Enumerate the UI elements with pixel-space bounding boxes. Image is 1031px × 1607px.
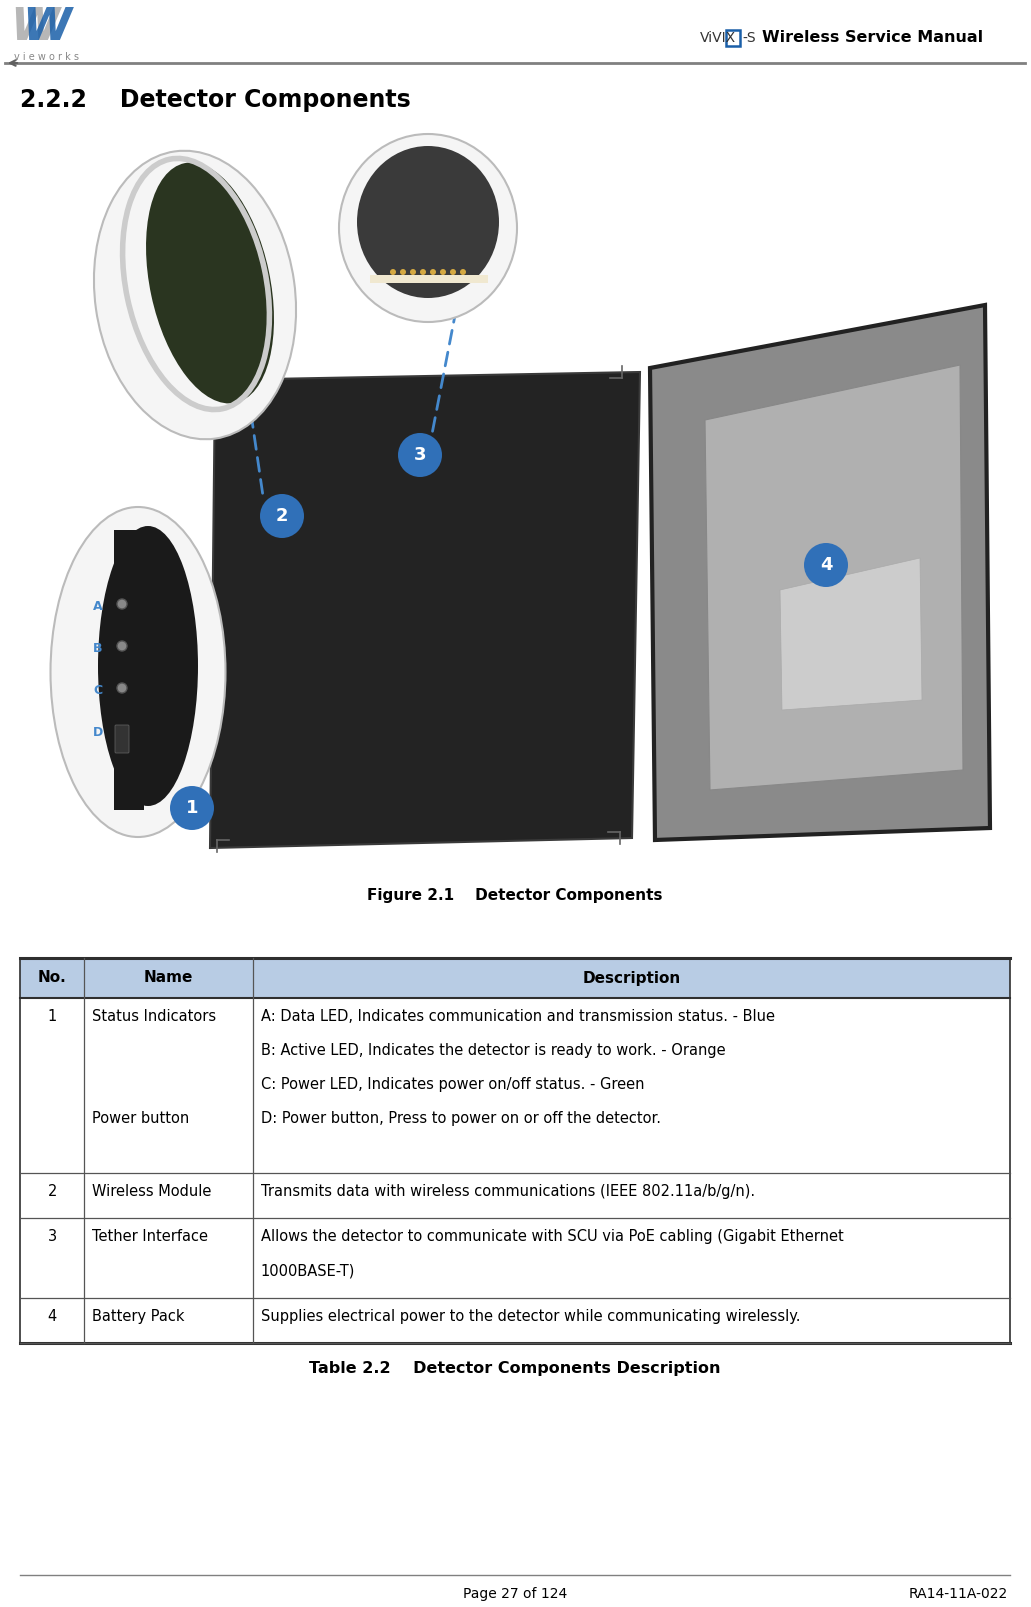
Ellipse shape: [51, 506, 226, 837]
Text: 2: 2: [47, 1184, 57, 1199]
Text: Table 2.2    Detector Components Description: Table 2.2 Detector Components Descriptio…: [309, 1361, 721, 1376]
Text: 3: 3: [413, 447, 426, 464]
Text: Name: Name: [143, 971, 193, 985]
Bar: [20, 998, 1010, 1173]
Circle shape: [398, 432, 442, 477]
Text: Status Indicators: Status Indicators: [93, 1009, 217, 1024]
Circle shape: [117, 683, 127, 693]
Polygon shape: [650, 305, 990, 840]
Text: 1: 1: [186, 799, 198, 816]
Text: Allows the detector to communicate with SCU via PoE cabling (Gigabit Ethernet: Allows the detector to communicate with …: [261, 1229, 843, 1244]
Circle shape: [440, 268, 446, 275]
Circle shape: [430, 268, 436, 275]
Bar: [114, 530, 144, 810]
Text: C: Power LED, Indicates power on/off status. - Green: C: Power LED, Indicates power on/off sta…: [261, 1077, 644, 1093]
Text: W: W: [22, 6, 71, 50]
Text: RA14-11A-022: RA14-11A-022: [908, 1588, 1008, 1601]
Ellipse shape: [146, 162, 274, 403]
Text: C: C: [94, 683, 102, 696]
Text: B: Active LED, Indicates the detector is ready to work. - Orange: B: Active LED, Indicates the detector is…: [261, 1043, 725, 1057]
Circle shape: [117, 641, 127, 651]
Bar: [20, 1298, 1010, 1343]
Ellipse shape: [94, 151, 296, 439]
Bar: [20, 1218, 1010, 1298]
Circle shape: [460, 268, 466, 275]
Polygon shape: [705, 365, 963, 791]
Text: -S: -S: [742, 31, 756, 45]
Ellipse shape: [98, 525, 198, 807]
Ellipse shape: [357, 146, 499, 297]
Bar: [20, 1173, 1010, 1218]
Circle shape: [804, 543, 849, 587]
Text: 1000BASE-T): 1000BASE-T): [261, 1263, 355, 1278]
Text: Figure 2.1    Detector Components: Figure 2.1 Detector Components: [367, 889, 663, 903]
Text: 3: 3: [47, 1229, 57, 1244]
Text: No.: No.: [38, 971, 67, 985]
Text: 4: 4: [47, 1310, 57, 1324]
Text: Page 27 of 124: Page 27 of 124: [463, 1588, 567, 1601]
Circle shape: [410, 268, 415, 275]
Circle shape: [170, 786, 214, 829]
Text: Power button: Power button: [93, 1110, 190, 1127]
Text: v i e w o r k s: v i e w o r k s: [14, 51, 79, 63]
Circle shape: [400, 268, 406, 275]
Text: A: Data LED, Indicates communication and transmission status. - Blue: A: Data LED, Indicates communication and…: [261, 1009, 774, 1024]
Text: 2: 2: [275, 506, 289, 525]
Bar: [20, 121, 1010, 860]
Polygon shape: [210, 371, 640, 848]
Text: D: Power button, Press to power on or off the detector.: D: Power button, Press to power on or of…: [261, 1110, 661, 1127]
Text: Battery Pack: Battery Pack: [93, 1310, 185, 1324]
Text: D: D: [93, 725, 103, 739]
Text: A: A: [93, 599, 103, 612]
Text: Description: Description: [583, 971, 680, 985]
Text: Supplies electrical power to the detector while communicating wirelessly.: Supplies electrical power to the detecto…: [261, 1310, 800, 1324]
Text: Wireless Module: Wireless Module: [93, 1184, 211, 1199]
Text: 2.2.2    Detector Components: 2.2.2 Detector Components: [20, 88, 410, 112]
Polygon shape: [780, 558, 922, 710]
Circle shape: [450, 268, 456, 275]
Circle shape: [390, 268, 396, 275]
Bar: [370, 275, 488, 283]
FancyBboxPatch shape: [115, 725, 129, 754]
Text: Wireless Service Manual: Wireless Service Manual: [762, 31, 984, 45]
Text: Transmits data with wireless communications (IEEE 802.11a/b/g/n).: Transmits data with wireless communicati…: [261, 1184, 755, 1199]
Text: 4: 4: [820, 556, 832, 574]
Bar: [20, 958, 1010, 998]
Text: Tether Interface: Tether Interface: [93, 1229, 208, 1244]
Text: 1: 1: [47, 1009, 57, 1024]
Text: W: W: [10, 6, 59, 50]
Circle shape: [260, 493, 304, 538]
Circle shape: [420, 268, 426, 275]
Ellipse shape: [339, 133, 517, 321]
Text: ViVIX: ViVIX: [700, 31, 736, 45]
Text: B: B: [93, 641, 103, 654]
Circle shape: [117, 599, 127, 609]
